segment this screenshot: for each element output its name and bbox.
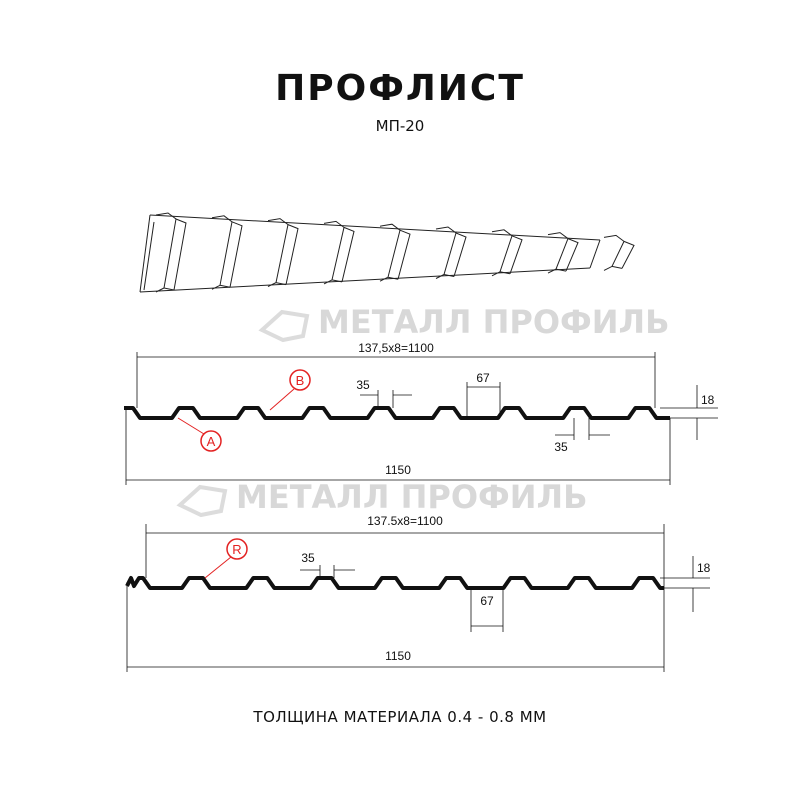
sheet-rib-line — [555, 268, 567, 272]
sheet-rib-line — [267, 218, 289, 288]
sheet-rib-line — [139, 214, 151, 293]
sheet-rib-line — [453, 232, 467, 277]
sheet-rib-line — [397, 229, 411, 280]
sheet-rib-line — [139, 267, 591, 293]
material-thickness: ТОЛЩИНА МАТЕРИАЛА 0.4 - 0.8 ММ — [253, 708, 547, 726]
sheet-rib-line — [603, 234, 625, 271]
watermark-logo-icon — [258, 309, 310, 343]
sheet-rib-line — [499, 271, 511, 275]
sheet-rib-line — [379, 223, 401, 282]
sheet-rib-line — [341, 226, 355, 283]
sheet-rib-line — [285, 224, 299, 285]
callout-r: R — [204, 538, 248, 579]
callout-b: B — [269, 369, 311, 411]
profile-b-line — [125, 576, 664, 590]
sheet-rib-line — [611, 265, 623, 269]
height-label: 18 — [701, 393, 715, 407]
profile-a-line — [124, 406, 670, 420]
sheet-rib-line — [229, 221, 243, 288]
profile-b: 137.5x8=1100 1150 35 67 18 R — [125, 514, 711, 672]
pitch-label: 137,5х8=1100 — [358, 341, 434, 355]
watermark-text: МЕТАЛЛ ПРОФИЛЬ — [236, 478, 588, 516]
svg-text:A: A — [207, 434, 216, 449]
sheet-rib-line — [143, 221, 155, 291]
model-subtitle: МП-20 — [375, 117, 425, 135]
sheet-rib-line — [387, 276, 399, 280]
height-label: 18 — [697, 561, 711, 575]
crest-width-label: 35 — [356, 378, 370, 392]
sheet-rib-line — [323, 220, 345, 285]
svg-text:R: R — [232, 542, 241, 557]
sheet-rib-line — [149, 214, 601, 241]
width-label: 1150 — [385, 463, 411, 477]
sheet-rib-line — [491, 229, 513, 277]
valley-width-label: 67 — [476, 371, 490, 385]
valley-width-label: 67 — [480, 594, 494, 608]
watermark-logo-icon — [176, 484, 228, 518]
sheet-rib-line — [173, 218, 187, 291]
sheet-rib-line — [443, 274, 455, 277]
page-title: ПРОФЛИСТ — [275, 68, 525, 109]
callout-a: A — [177, 417, 222, 452]
sheet-rib-line — [621, 240, 635, 269]
sheet-rib-line — [155, 212, 177, 293]
crest-width-label: 35 — [301, 551, 315, 565]
watermark-2: МЕТАЛЛ ПРОФИЛЬ — [176, 478, 588, 518]
sheet-rib-line — [275, 282, 287, 286]
profile-a: 137,5х8=1100 1150 35 67 35 18 B A — [124, 341, 718, 485]
sheet-rib-line — [219, 284, 231, 288]
sheet-rib-line — [589, 239, 601, 269]
sheet-rib-line — [509, 235, 523, 274]
sheet-rib-line — [163, 287, 175, 291]
sheet-rib-line — [435, 226, 457, 279]
sheet-rib-line — [547, 232, 569, 274]
svg-text:B: B — [296, 373, 305, 388]
sheet-rib-line — [565, 238, 579, 272]
pitch-label: 137.5x8=1100 — [367, 514, 443, 528]
sheet-rib-line — [211, 215, 233, 290]
sheet-3d-view — [139, 212, 635, 293]
bottom-width-label: 35 — [554, 440, 568, 454]
watermark-text: МЕТАЛЛ ПРОФИЛЬ — [318, 303, 670, 341]
sheet-rib-line — [331, 279, 343, 283]
watermark-1: МЕТАЛЛ ПРОФИЛЬ — [258, 303, 670, 343]
width-label: 1150 — [385, 649, 411, 663]
